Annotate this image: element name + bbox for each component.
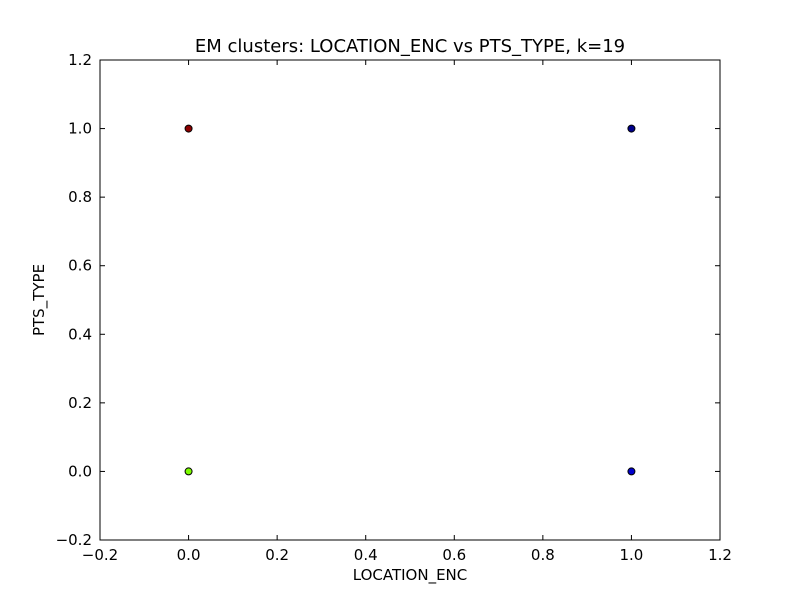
plot-area: −0.2 0.0 0.2 0.4 0.6 0.8 1.0 1.2 −0.2 0.0 0.2 0.4 0.… [56, 51, 732, 564]
x-tick-label: 0.8 [531, 546, 555, 564]
x-tick-label: 0.4 [354, 546, 378, 564]
data-point [184, 467, 193, 476]
y-axis-label: PTS_TYPE [30, 264, 49, 336]
x-tick-label: 0.6 [442, 546, 466, 564]
y-tick-label: −0.2 [56, 531, 92, 549]
x-tick-label: 1.0 [619, 546, 643, 564]
x-tick-label: 1.2 [708, 546, 732, 564]
y-tick-label: 0.0 [68, 462, 92, 480]
y-tick-label: 1.2 [68, 51, 92, 69]
y-tick-label: 0.2 [68, 394, 92, 412]
y-tick-label: 0.6 [68, 257, 92, 275]
chart-title: EM clusters: LOCATION_ENC vs PTS_TYPE, k… [195, 36, 625, 57]
x-tick-label: 0.2 [265, 546, 289, 564]
y-tick-label: 1.0 [68, 120, 92, 138]
y-tick-label: 0.8 [68, 188, 92, 206]
data-point [627, 467, 636, 476]
x-axis-label: LOCATION_ENC [353, 566, 468, 585]
x-tick-label: 0.0 [177, 546, 201, 564]
data-point [184, 124, 193, 133]
y-tick-label: 0.4 [68, 325, 92, 343]
data-point [627, 124, 636, 133]
plot-frame [99, 59, 721, 541]
x-tick-label: −0.2 [82, 546, 118, 564]
